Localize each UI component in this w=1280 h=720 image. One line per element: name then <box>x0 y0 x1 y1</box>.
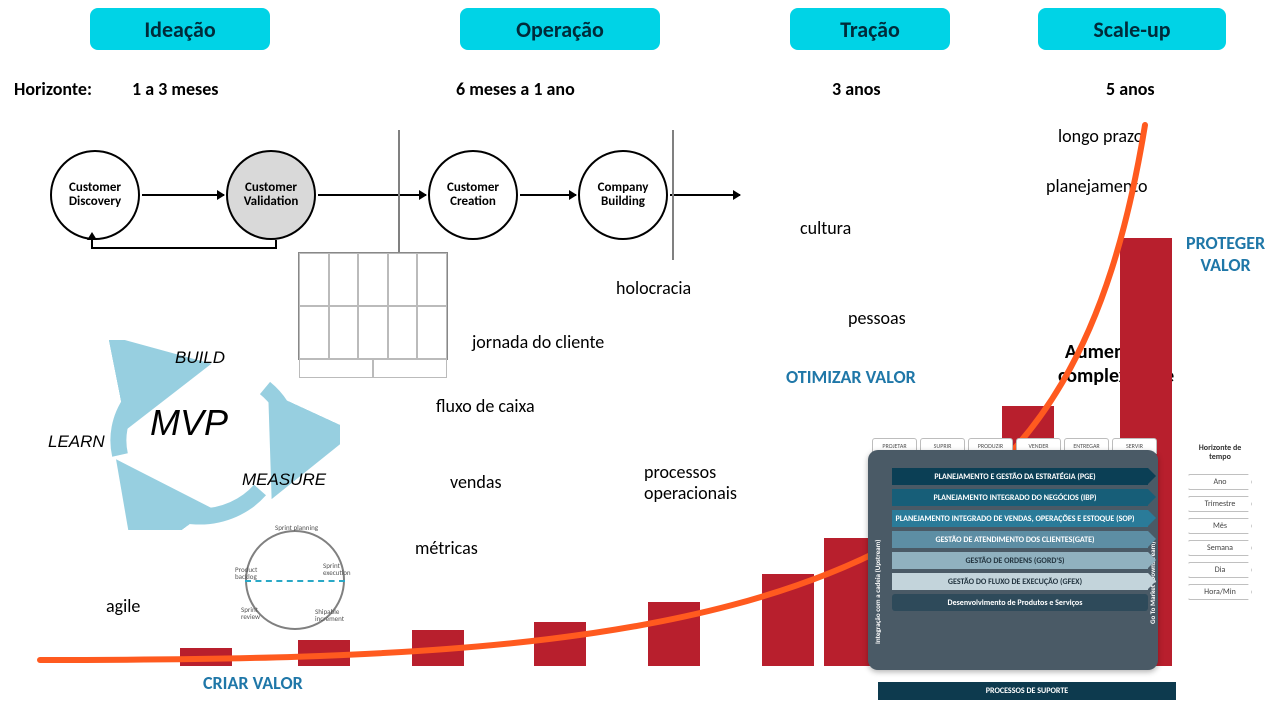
time-badge-2: Mês <box>1188 518 1252 534</box>
custdev-node-3: CompanyBuilding <box>578 150 668 240</box>
mvp-label-build: BUILD <box>175 348 225 368</box>
custdev-node-2: CustomerCreation <box>428 150 518 240</box>
panel-row-4: GESTÃO DE ORDENS (GORD'S) <box>892 552 1148 569</box>
custdev-arrow-3 <box>670 194 740 196</box>
panel-row-0: PLANEJAMENTO E GESTÃO DA ESTRATÉGIA (PGE… <box>892 468 1148 485</box>
horizon-value-0: 1 a 3 meses <box>132 78 218 100</box>
mvp-label-measure: MEASURE <box>242 470 326 490</box>
time-badge-4: Dia <box>1188 562 1252 578</box>
horizon-label: Horizonte: <box>14 78 92 100</box>
panel-row-1: PLANEJAMENTO INTEGRADO DO NEGÓCIOS (IBP) <box>892 489 1148 506</box>
scrum-label-1: Product backlog <box>235 566 257 580</box>
mvp-center-label: MVP <box>150 402 228 444</box>
growth-bar-4 <box>648 602 700 666</box>
stage-tab-3: Scale-up <box>1038 8 1226 50</box>
custdev-arrow-1 <box>318 194 426 196</box>
panel-side-left: Integração com a cadeia (Upstream) <box>874 474 881 644</box>
concept-text-3: métricas <box>415 538 478 559</box>
horizon-value-1: 6 meses a 1 ano <box>456 78 575 100</box>
growth-bar-3 <box>534 622 586 666</box>
horizon-value-2: 3 anos <box>832 78 881 100</box>
time-horizon-header: Horizonte detempo <box>1188 444 1252 462</box>
custdev-node-1: CustomerValidation <box>226 150 316 240</box>
panel-row-2: PLANEJAMENTO INTEGRADO DE VENDAS, OPERAÇ… <box>892 510 1148 527</box>
time-badge-1: Trimestre <box>1188 496 1252 512</box>
value-label-2: PROTEGER VALOR <box>1186 232 1265 276</box>
phase-divider-1 <box>672 130 674 260</box>
concept-text-6: holocracia <box>616 278 691 299</box>
custdev-node-0: CustomerDiscovery <box>50 150 140 240</box>
value-label-1: OTIMIZAR VALOR <box>786 366 916 388</box>
concept-text-2: vendas <box>450 472 502 493</box>
scrum-label-4: Shipable increment <box>315 608 344 622</box>
panel-row-5: GESTÃO DO FLUXO DE EXECUÇÃO (GFEX) <box>892 573 1148 590</box>
custdev-arrow-0 <box>142 194 224 196</box>
scrum-label-0: Sprint planning <box>275 524 318 531</box>
panel-footer-inside: Desenvolvimento de Produtos e Serviços <box>892 594 1148 611</box>
stage-tab-1: Operação <box>460 8 660 50</box>
concept-text-8: pessoas <box>848 308 906 329</box>
concept-text-4: agile <box>106 596 140 617</box>
growth-bar-5 <box>762 574 814 666</box>
time-badge-5: Hora/Min <box>1188 584 1252 600</box>
time-badge-0: Ano <box>1188 474 1252 490</box>
value-label-0: CRIAR VALOR <box>203 672 303 694</box>
stage-tab-2: Tração <box>790 8 950 50</box>
stage-tab-0: Ideação <box>90 8 270 50</box>
concept-text-9: longo prazo <box>1058 126 1143 147</box>
mvp-label-learn: LEARN <box>48 432 105 452</box>
concept-text-7: cultura <box>800 218 851 239</box>
concept-text-0: jornada do cliente <box>472 332 604 353</box>
horizon-value-3: 5 anos <box>1106 78 1155 100</box>
time-badge-3: Semana <box>1188 540 1252 556</box>
custdev-arrow-2 <box>520 194 576 196</box>
panel-row-3: GESTÃO DE ATENDIMENTO DOS CLIENTES(GATE) <box>892 531 1148 548</box>
phase-divider-0 <box>398 130 400 260</box>
concept-text-5: processos operacionais <box>644 462 737 503</box>
concept-text-10: planejamento <box>1046 176 1148 197</box>
panel-below-bar: PROCESSOS DE SUPORTE <box>878 682 1176 700</box>
concept-text-1: fluxo de caixa <box>436 396 535 417</box>
growth-bar-2 <box>412 630 464 666</box>
growth-bar-0 <box>180 648 232 666</box>
scrum-label-3: Sprint review <box>241 606 260 620</box>
scrum-label-2: Sprint execution <box>323 562 351 576</box>
growth-bar-1 <box>298 640 350 666</box>
planning-levels-panel: Integração com a cadeia (Upstream) Go To… <box>868 450 1158 670</box>
